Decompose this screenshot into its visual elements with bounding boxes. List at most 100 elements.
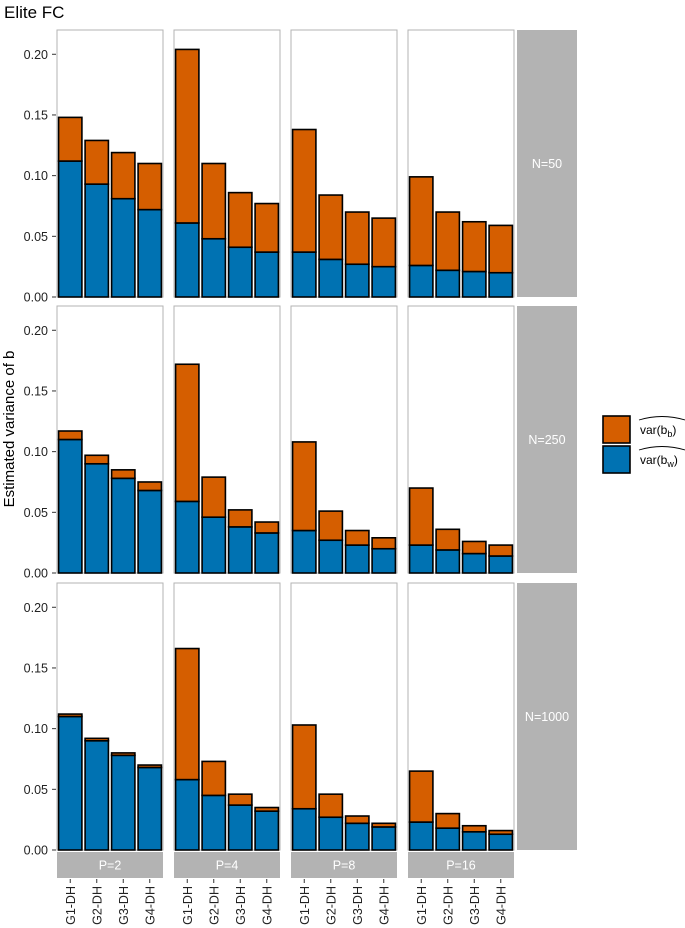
bar-within: [344, 822, 370, 851]
x-tick-label: G2-DH: [441, 886, 455, 925]
x-tick-label: G1-DH: [415, 886, 429, 925]
legend-label: var(bw): [640, 453, 678, 469]
bar-within: [57, 438, 83, 574]
bar-within: [227, 246, 253, 298]
bar-between: [174, 48, 200, 224]
panel-border: [407, 305, 515, 574]
y-tick-label: 0.15: [24, 384, 48, 398]
bar-between: [291, 724, 317, 810]
bar-between: [254, 521, 280, 534]
bar-between: [435, 812, 461, 829]
bar-within: [137, 489, 163, 574]
legend: var(bb) var(bw): [602, 415, 685, 474]
y-tick-label: 0.00: [24, 844, 48, 858]
bar-within: [57, 715, 83, 851]
bar-within: [371, 547, 397, 574]
bar-within: [461, 270, 487, 298]
bar-between: [201, 476, 227, 518]
bar-between: [461, 540, 487, 555]
bar-between: [461, 220, 487, 273]
legend-swatch: [602, 415, 631, 444]
bar-between: [291, 128, 317, 253]
bar-between: [461, 824, 487, 833]
bar-between: [408, 176, 434, 267]
bar-between: [110, 151, 136, 200]
row-strip: [517, 30, 577, 297]
bar-between: [84, 737, 110, 742]
y-tick-label: 0.10: [24, 445, 48, 459]
y-tick-label: 0.20: [24, 601, 48, 615]
col-strip: [57, 852, 163, 878]
bar-within: [488, 271, 514, 298]
bar-within: [174, 778, 200, 851]
row-strip-label: N=250: [528, 433, 565, 447]
y-tick-label: 0.10: [24, 169, 48, 183]
bar-within: [291, 529, 317, 574]
x-tick-label: G3-DH: [468, 886, 482, 925]
y-axis-label: Estimated variance of b: [1, 351, 18, 508]
bar-between: [254, 202, 280, 253]
x-tick-label: G1-DH: [298, 886, 312, 925]
bar-within: [174, 222, 200, 298]
bar-within: [318, 816, 344, 851]
bar-between: [227, 793, 253, 806]
col-strip-label: P=16: [446, 859, 476, 873]
bar-between: [435, 528, 461, 551]
x-tick-label: G2-DH: [207, 886, 221, 925]
bar-within: [461, 552, 487, 574]
bar-between: [254, 806, 280, 812]
bar-between: [57, 116, 83, 162]
bar-within: [488, 833, 514, 851]
bar-between: [318, 793, 344, 819]
col-strip: [291, 852, 397, 878]
bar-within: [254, 532, 280, 574]
bar-between: [137, 162, 163, 211]
col-strip: [408, 852, 514, 878]
bar-between: [227, 191, 253, 249]
col-strip-label: P=4: [216, 859, 239, 873]
bar-within: [435, 827, 461, 851]
bar-between: [435, 211, 461, 272]
bar-within: [408, 544, 434, 574]
x-tick-label: G3-DH: [234, 886, 248, 925]
bar-within: [461, 830, 487, 851]
bar-within: [435, 269, 461, 298]
x-tick-label: G2-DH: [324, 886, 338, 925]
x-tick-label: G3-DH: [351, 886, 365, 925]
bar-between: [201, 162, 227, 240]
x-tick-label: G1-DH: [64, 886, 78, 925]
bar-within: [201, 794, 227, 851]
bar-within: [110, 477, 136, 574]
bar-within: [344, 263, 370, 298]
bar-between: [57, 713, 83, 718]
bar-within: [318, 258, 344, 298]
row-strip: [517, 583, 577, 850]
bar-between: [227, 509, 253, 528]
legend-hat: [638, 416, 685, 421]
x-tick-label: G1-DH: [181, 886, 195, 925]
bar-within: [227, 804, 253, 851]
x-tick-label: G3-DH: [117, 886, 131, 925]
bar-between: [318, 194, 344, 261]
bar-between: [174, 647, 200, 781]
y-tick-label: 0.00: [24, 567, 48, 581]
bar-between: [137, 481, 163, 492]
bar-between: [408, 770, 434, 823]
bar-between: [201, 760, 227, 797]
bar-between: [371, 822, 397, 828]
bar-between: [408, 487, 434, 546]
y-tick-label: 0.20: [24, 48, 48, 62]
bar-within: [137, 766, 163, 851]
bar-within: [201, 516, 227, 574]
bar-within: [408, 264, 434, 298]
bar-between: [488, 544, 514, 557]
y-tick-label: 0.00: [24, 291, 48, 305]
x-tick-label: G2-DH: [90, 886, 104, 925]
bar-within: [84, 183, 110, 298]
chart-title: Elite FC: [4, 3, 64, 22]
y-tick-label: 0.05: [24, 230, 48, 244]
bar-between: [84, 454, 110, 465]
bar-within: [488, 555, 514, 574]
panel-grid: 0.00 0.05 0.10 0.15 0.20 N=50 0.00 0.05 0.10 0.15…: [24, 29, 577, 925]
